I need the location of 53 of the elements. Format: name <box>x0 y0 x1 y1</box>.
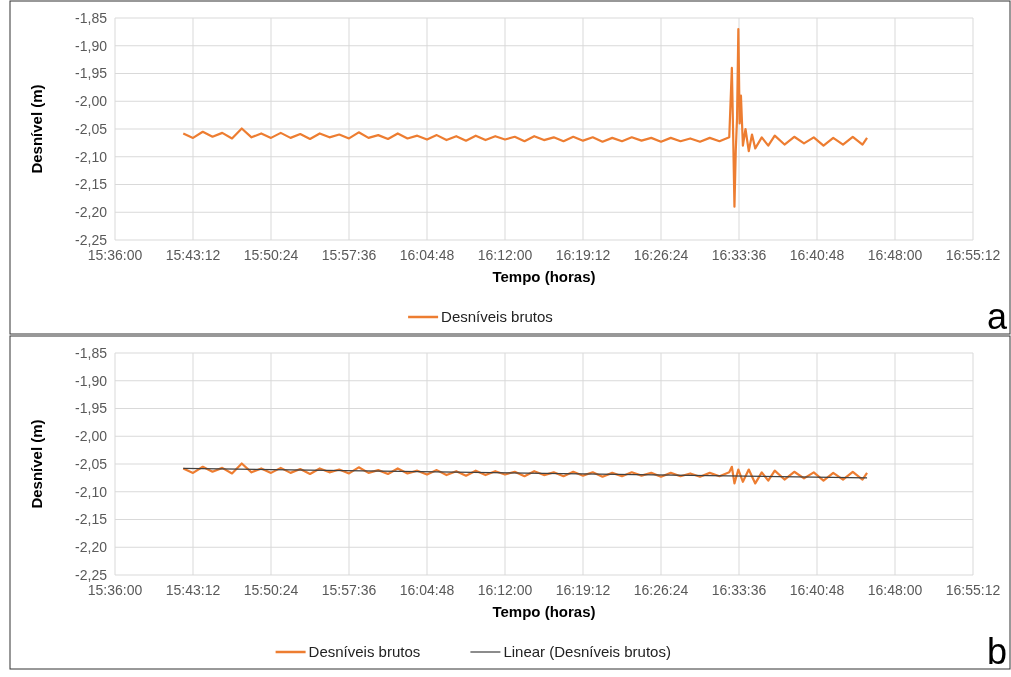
y-tick-label: -1,90 <box>75 37 108 54</box>
x-tick-label: 16:04:48 <box>399 247 455 263</box>
y-tick-label: -2,00 <box>75 428 108 445</box>
x-tick-label: 16:12:00 <box>477 247 533 263</box>
y-tick-label: -2,05 <box>75 120 108 137</box>
y-tick-label: -2,25 <box>75 566 108 583</box>
x-tick-label: 15:36:00 <box>87 247 143 263</box>
x-tick-label: 15:57:36 <box>321 247 377 263</box>
y-tick-label: -2,15 <box>75 511 108 528</box>
x-tick-label: 16:40:48 <box>789 247 845 263</box>
x-tick-label: 16:19:12 <box>555 582 611 598</box>
x-tick-label: 16:26:24 <box>633 247 689 263</box>
x-tick-label: 15:43:12 <box>165 247 221 263</box>
legend-label: Linear (Desníveis brutos) <box>503 643 671 661</box>
x-tick-label: 16:55:12 <box>945 247 1001 263</box>
text: a <box>986 296 1008 337</box>
y-tick-label: -1,85 <box>75 344 108 361</box>
x-tick-label: 15:36:00 <box>87 582 143 598</box>
x-tick-label: 16:55:12 <box>945 582 1001 598</box>
x-tick-label: 16:33:36 <box>711 247 767 263</box>
y-axis-title: Desnível (m) <box>28 419 45 509</box>
x-tick-label: 15:50:24 <box>243 247 299 263</box>
y-tick-label: -1,90 <box>75 372 108 389</box>
legend-label: Desníveis brutos <box>441 308 553 326</box>
line-series <box>182 28 869 208</box>
y-tick-label: -1,95 <box>75 65 108 82</box>
y-tick-label: -1,95 <box>75 400 108 417</box>
y-tick-label: -2,10 <box>75 148 108 165</box>
y-tick-label: -2,20 <box>75 204 108 221</box>
x-tick-label: 16:19:12 <box>555 247 611 263</box>
y-tick-label: -2,05 <box>75 455 108 472</box>
x-axis-title: Tempo (horas) <box>492 603 596 620</box>
x-tick-label: 15:43:12 <box>165 582 221 598</box>
x-tick-label: 16:04:48 <box>399 582 455 598</box>
y-tick-label: -2,15 <box>75 176 108 193</box>
x-tick-label: 16:48:00 <box>867 582 923 598</box>
x-tick-label: 15:57:36 <box>321 582 377 598</box>
y-tick-label: -2,10 <box>75 483 108 500</box>
y-tick-label: -2,00 <box>75 93 108 110</box>
x-tick-label: 16:33:36 <box>711 582 767 598</box>
x-tick-label: 16:40:48 <box>789 582 845 598</box>
y-tick-label: -2,25 <box>75 231 108 248</box>
y-tick-label: -2,20 <box>75 539 108 556</box>
line-series <box>182 462 869 485</box>
text: b <box>986 631 1007 672</box>
x-tick-label: 16:48:00 <box>867 247 923 263</box>
x-axis-title: Tempo (horas) <box>492 268 596 285</box>
x-tick-label: 16:12:00 <box>477 582 533 598</box>
y-axis-title: Desnível (m) <box>28 84 45 174</box>
x-tick-label: 16:26:24 <box>633 582 689 598</box>
legend-label: Desníveis brutos <box>308 643 421 661</box>
x-tick-label: 15:50:24 <box>243 582 299 598</box>
y-tick-label: -1,85 <box>75 9 108 26</box>
